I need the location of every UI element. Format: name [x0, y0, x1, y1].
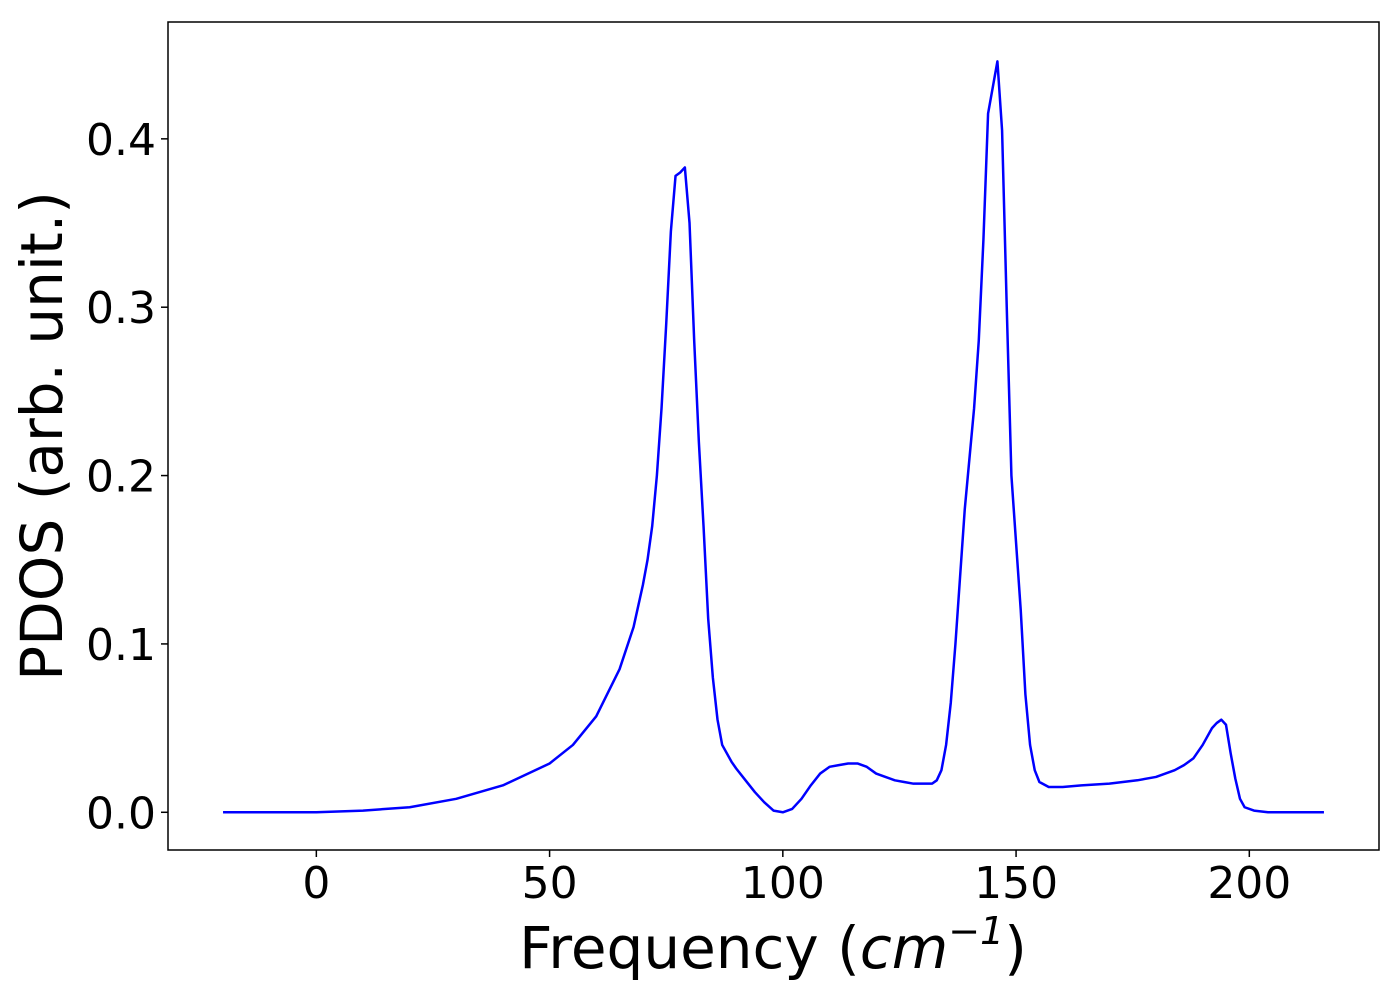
x-tick-label: 200	[1207, 858, 1291, 909]
y-tick-label: 0.2	[86, 452, 156, 503]
x-tick-label: 50	[522, 858, 578, 909]
y-tick-label: 0.1	[86, 620, 156, 671]
y-tick-label: 0.4	[86, 115, 156, 166]
x-label-sup: −1	[948, 909, 1004, 953]
x-label-text: Frequency (	[519, 914, 860, 982]
y-tick-label: 0.3	[86, 283, 156, 334]
x-tick-label: 150	[974, 858, 1058, 909]
x-tick-label: 0	[302, 858, 330, 909]
x-label-math: cm	[860, 914, 948, 982]
x-axis-label: Frequency (cm−1)	[519, 909, 1027, 982]
x-tick-label: 100	[741, 858, 825, 909]
plot-frame	[167, 21, 1380, 851]
y-axis-label: PDOS (arb. unit.)	[8, 191, 76, 681]
x-label-close: )	[1004, 914, 1027, 982]
y-tick-label: 0.0	[86, 788, 156, 839]
data-line	[223, 60, 1324, 814]
